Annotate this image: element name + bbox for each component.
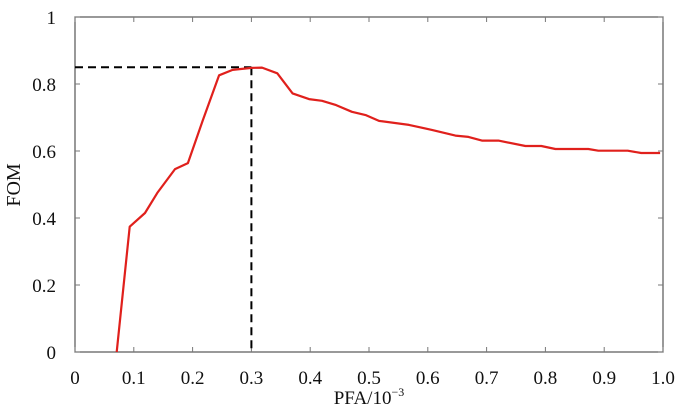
y-axis-label: FOM	[3, 163, 25, 207]
x-tick-label: 0	[70, 368, 80, 389]
y-tick-label: 0.8	[32, 75, 56, 96]
y-tick-label: 1	[47, 8, 57, 29]
x-tick-label: 0.3	[240, 368, 264, 389]
plot-area	[74, 16, 664, 353]
x-tick-label: 0.9	[592, 368, 616, 389]
x-tick-label: 0.1	[122, 368, 146, 389]
x-tick-label: 0.4	[298, 368, 322, 389]
y-tick-label: 0	[47, 343, 57, 364]
x-tick-label: 0.5	[357, 368, 381, 389]
x-tick-label: 1.0	[651, 368, 675, 389]
y-tick-label: 0.4	[32, 209, 56, 230]
x-tick-label: 0.7	[475, 368, 499, 389]
x-axis-label: PFA/10−3	[334, 385, 405, 409]
x-tick-label: 0.8	[534, 368, 558, 389]
y-tick-label: 0.2	[32, 276, 56, 297]
y-tick-label: 0.6	[32, 142, 56, 163]
x-tick-label: 0.6	[416, 368, 440, 389]
series-line	[115, 66, 661, 353]
x-axis-label-exponent: −3	[391, 385, 404, 399]
x-tick-label: 0.2	[181, 368, 205, 389]
